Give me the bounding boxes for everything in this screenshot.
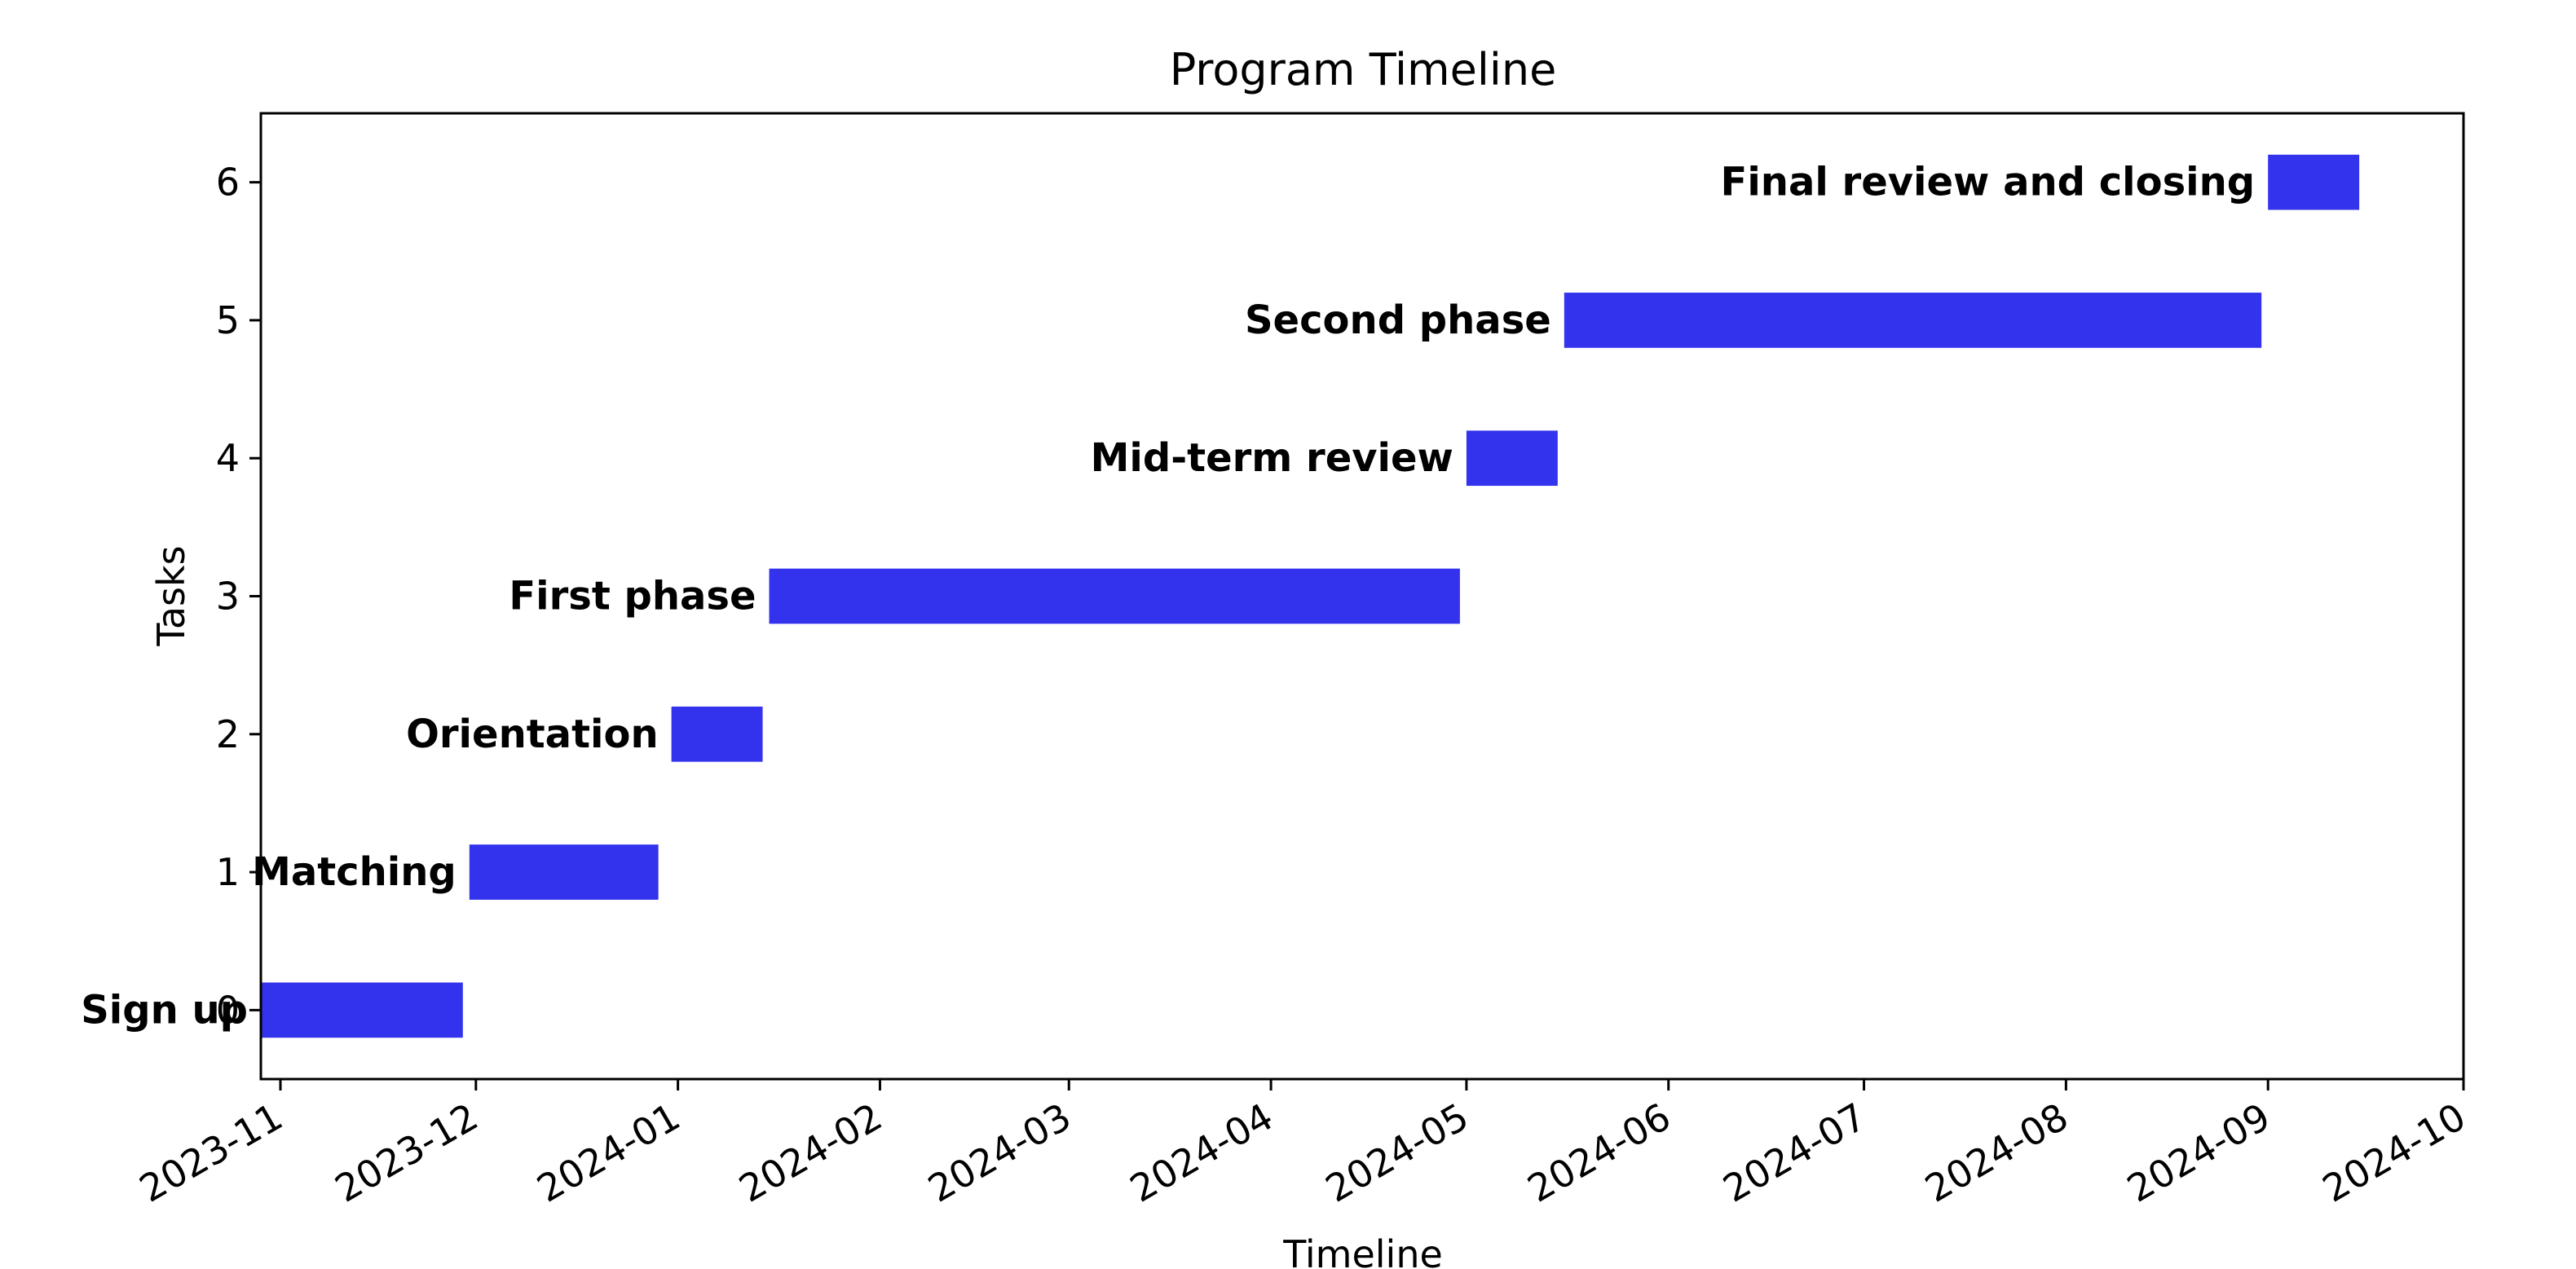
x-tick-label: 2024-01 xyxy=(530,1095,687,1211)
x-tick-label: 2024-08 xyxy=(1917,1095,2075,1211)
x-tick-label: 2024-04 xyxy=(1123,1095,1280,1211)
task-bar xyxy=(1564,293,2262,348)
y-tick-label: 2 xyxy=(216,712,240,756)
x-tick-label: 2024-06 xyxy=(1520,1095,1678,1211)
bars-layer xyxy=(261,154,2360,1038)
task-bar xyxy=(671,706,763,762)
x-tick-label: 2024-05 xyxy=(1318,1095,1475,1211)
x-tick-label: 2024-07 xyxy=(1716,1095,1873,1211)
task-bar xyxy=(2268,154,2360,210)
task-label: Sign up xyxy=(81,987,248,1033)
task-bar xyxy=(469,844,659,900)
x-axis: 2023-11 2023-12 2024-01 2024-02 2024-03 2024-… xyxy=(132,1079,2473,1211)
x-tick-label: 2024-03 xyxy=(920,1095,1078,1211)
x-axis-label: Timeline xyxy=(1282,1232,1443,1269)
task-label: First phase xyxy=(509,574,756,619)
x-tick-label: 2024-02 xyxy=(731,1095,889,1211)
y-tick-label: 3 xyxy=(216,575,240,619)
y-tick-label: 6 xyxy=(216,161,240,205)
x-tick-label: 2024-09 xyxy=(2119,1095,2277,1211)
task-bar xyxy=(769,568,1460,624)
x-tick-label: 2024-10 xyxy=(2315,1095,2472,1211)
y-axis-label: Tasks xyxy=(149,545,193,646)
y-tick-label: 1 xyxy=(216,850,240,894)
y-axis: 0 1 2 3 4 5 6 xyxy=(216,161,261,1032)
task-label: Matching xyxy=(252,849,457,895)
task-label: Second phase xyxy=(1245,297,1551,343)
x-tick-label: 2023-11 xyxy=(132,1095,289,1211)
x-tick-label: 2023-12 xyxy=(328,1095,485,1211)
chart-title: Program Timeline xyxy=(1170,44,1557,95)
y-tick-label: 5 xyxy=(216,298,240,342)
y-tick-label: 4 xyxy=(216,436,240,480)
task-bar xyxy=(261,982,463,1038)
task-label: Orientation xyxy=(406,712,659,757)
task-bar xyxy=(1466,430,1558,487)
task-label: Mid-term review xyxy=(1091,435,1453,481)
bar-labels-layer: Sign up Matching Orientation First phase Mid… xyxy=(81,160,2255,1033)
task-label: Final review and closing xyxy=(1721,160,2256,205)
y-tick-label: 0 xyxy=(216,988,240,1032)
plot-frame xyxy=(259,112,2465,1081)
